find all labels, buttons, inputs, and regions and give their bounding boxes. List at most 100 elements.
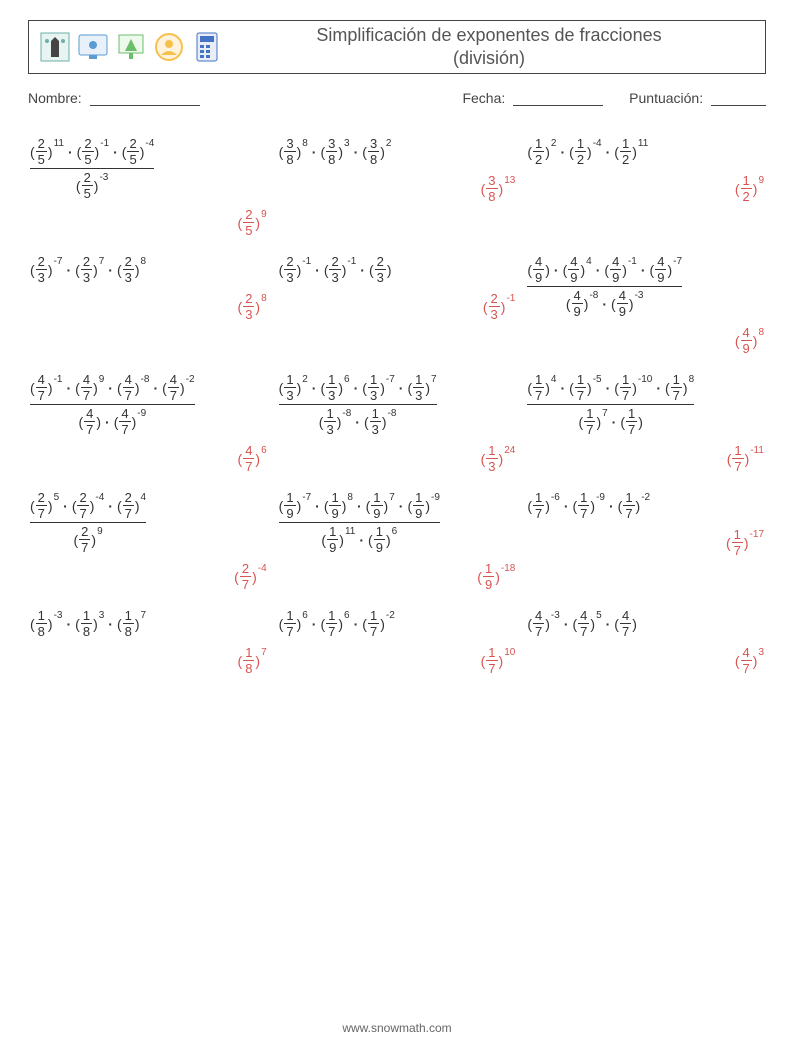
- multiply-dot: ·: [360, 262, 365, 278]
- problem-cell: (23)-7·(23)7·(23)8 (23)8: [28, 248, 269, 366]
- fraction-term: (13)7: [407, 372, 436, 403]
- fraction-term: (19)-7: [279, 490, 311, 521]
- fraction-term: (19)8: [324, 490, 353, 521]
- header-icon: [77, 31, 109, 63]
- fraction-term: (23)8: [238, 291, 267, 322]
- denominator-row: (19)11·(19)6: [321, 524, 397, 555]
- numerator-row: (23)-1·(23)-1·(23): [279, 254, 392, 285]
- problem-cell: (23)-1·(23)-1·(23)(23)-1: [277, 248, 518, 366]
- header-icon: [191, 31, 223, 63]
- answer: (19)-18: [477, 561, 515, 592]
- division-line: [279, 522, 440, 523]
- fraction-term: (17)-11: [727, 443, 764, 474]
- multiply-dot: ·: [602, 296, 607, 312]
- fraction-term: (12)11: [614, 136, 648, 167]
- meta-row: Nombre: Fecha: Puntuación:: [28, 90, 766, 106]
- fraction-term: (49)-1: [604, 254, 636, 285]
- footer-text: www.snowmath.com: [342, 1021, 451, 1035]
- title-line-1: Simplificación de exponentes de fraccion…: [316, 25, 661, 45]
- numerator-row: (47)-3·(47)5·(47): [527, 608, 637, 639]
- multiply-dot: ·: [315, 498, 320, 514]
- header-icon: [153, 31, 185, 63]
- denominator-row: (47)·(47)-9: [78, 406, 146, 437]
- multiply-dot: ·: [560, 144, 565, 160]
- multiply-dot: ·: [612, 414, 617, 430]
- problem-cell: (38)8·(38)3·(38)2(38)13: [277, 130, 518, 248]
- fraction-term: (12)9: [735, 173, 764, 204]
- answer: (18)7: [238, 645, 267, 676]
- fraction-term: (18)7: [238, 645, 267, 676]
- date-label: Fecha:: [462, 90, 505, 106]
- fraction-term: (17)-5: [569, 372, 601, 403]
- answer: (49)8: [735, 325, 764, 356]
- multiply-dot: ·: [354, 380, 359, 396]
- fraction-term: (13)24: [481, 443, 516, 474]
- denominator-row: (27)9: [73, 524, 102, 555]
- numerator-row: (17)-6·(17)-9·(17)-2: [527, 490, 650, 521]
- multiply-dot: ·: [63, 498, 68, 514]
- problem-expression: (17)6·(17)6·(17)-2: [279, 608, 395, 639]
- header-icons: [29, 31, 223, 63]
- score-label: Puntuación:: [629, 90, 703, 106]
- problem-expression: (23)-7·(23)7·(23)8: [30, 254, 146, 285]
- multiply-dot: ·: [66, 262, 71, 278]
- numerator-row: (23)-7·(23)7·(23)8: [30, 254, 146, 285]
- score-underline[interactable]: [711, 91, 766, 106]
- fraction-term: (27)4: [117, 490, 146, 521]
- fraction-term: (25)9: [238, 207, 267, 238]
- fraction-term: (25)-3: [76, 170, 108, 201]
- fraction-term: (17)10: [481, 645, 516, 676]
- fraction-term: (17)8: [665, 372, 694, 403]
- division-line: [279, 404, 437, 405]
- problem-cell: (17)6·(17)6·(17)-2(17)10: [277, 602, 518, 686]
- fraction-term: (27)5: [30, 490, 59, 521]
- fraction-term: (47)3: [735, 645, 764, 676]
- fraction-term: (23)-1: [324, 254, 356, 285]
- header-icon: [115, 31, 147, 63]
- header-box: Simplificación de exponentes de fraccion…: [28, 20, 766, 74]
- multiply-dot: ·: [554, 262, 559, 278]
- multiply-dot: ·: [656, 380, 661, 396]
- date-field: Fecha:: [462, 90, 603, 106]
- fraction-term: (12)-4: [569, 136, 601, 167]
- multiply-dot: ·: [108, 380, 113, 396]
- fraction-term: (17)6: [279, 608, 308, 639]
- multiply-dot: ·: [564, 616, 569, 632]
- numerator-row: (27)5·(27)-4·(27)4: [30, 490, 146, 521]
- answer: (27)-4: [234, 561, 266, 592]
- multiply-dot: ·: [312, 380, 317, 396]
- problem-cell: (19)-7·(19)8·(19)7·(19)-9(19)11·(19)6(19…: [277, 484, 518, 602]
- worksheet-page: Simplificación de exponentes de fraccion…: [0, 0, 794, 1053]
- problem-expression: (27)5·(27)-4·(27)4(27)9: [30, 490, 146, 555]
- problem-expression: (13)2·(13)6·(13)-7·(13)7(13)-8·(13)-8: [279, 372, 437, 437]
- fraction-term: (13)-8: [364, 406, 396, 437]
- problem-expression: (23)-1·(23)-1·(23): [279, 254, 392, 285]
- denominator-row: (49)-8·(49)-3: [566, 288, 644, 319]
- multiply-dot: ·: [354, 616, 359, 632]
- date-underline[interactable]: [513, 91, 603, 106]
- problem-cell: (25)11·(25)-1·(25)-4(25)-3 (25)9: [28, 130, 269, 248]
- answer: (17)10: [481, 645, 516, 676]
- problem-cell: (13)2·(13)6·(13)-7·(13)7(13)-8·(13)-8(13…: [277, 366, 518, 484]
- footer: www.snowmath.com: [0, 1021, 794, 1035]
- division-line: [527, 286, 682, 287]
- problem-expression: (25)11·(25)-1·(25)-4(25)-3: [30, 136, 154, 201]
- fraction-term: (13)-8: [319, 406, 351, 437]
- fraction-term: (47)-2: [162, 372, 194, 403]
- multiply-dot: ·: [596, 262, 601, 278]
- name-field: Nombre:: [28, 90, 462, 106]
- fraction-term: (23)7: [75, 254, 104, 285]
- multiply-dot: ·: [66, 616, 71, 632]
- fraction-term: (47)-8: [117, 372, 149, 403]
- fraction-term: (17)6: [320, 608, 349, 639]
- fraction-term: (47)5: [572, 608, 601, 639]
- multiply-dot: ·: [399, 498, 404, 514]
- name-underline[interactable]: [90, 91, 200, 106]
- fraction-term: (25)11: [30, 136, 64, 167]
- fraction-term: (17)-2: [362, 608, 394, 639]
- multiply-dot: ·: [606, 380, 611, 396]
- multiply-dot: ·: [312, 616, 317, 632]
- division-line: [527, 404, 694, 405]
- problem-expression: (17)4·(17)-5·(17)-10·(17)8(17)7·(17): [527, 372, 694, 437]
- fraction-term: (13)-7: [362, 372, 394, 403]
